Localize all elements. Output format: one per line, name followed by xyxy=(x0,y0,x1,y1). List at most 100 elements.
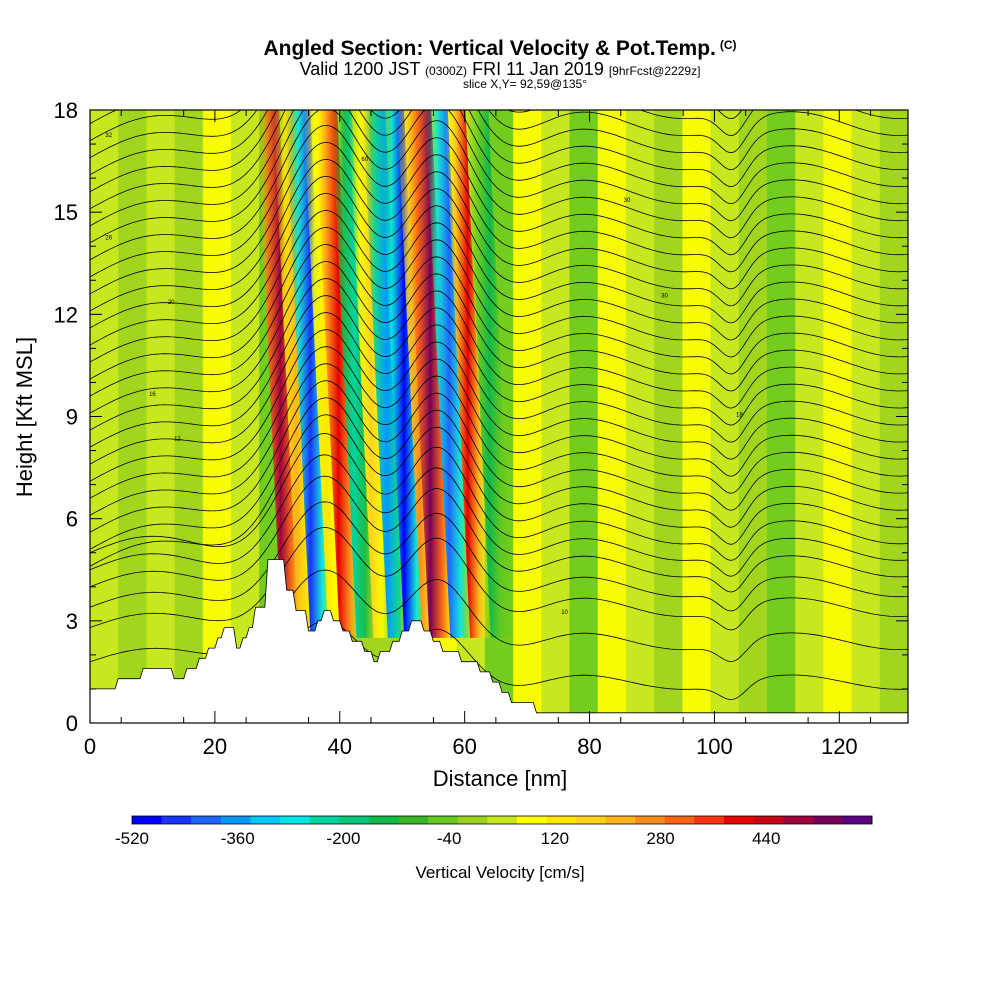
field-stripe xyxy=(654,110,683,723)
isentrope-label: 20 xyxy=(168,300,175,306)
isentrope-line xyxy=(90,501,908,612)
field-stripe xyxy=(146,110,176,723)
colorbar-tick-label: -200 xyxy=(326,829,360,848)
isentrope-line xyxy=(90,454,908,577)
x-tick-label: 80 xyxy=(577,734,601,759)
isentrope-line xyxy=(90,110,908,210)
isentrope-line xyxy=(90,110,908,244)
velocity-band xyxy=(445,110,491,638)
forecast-info: [9hrFcst@2229z] xyxy=(608,64,701,78)
isentrope-line xyxy=(90,244,908,397)
colorbar-swatch xyxy=(457,816,488,824)
colorbar-swatch xyxy=(783,816,814,824)
isentrope-label: 18 xyxy=(736,413,743,419)
colorbar-swatch xyxy=(605,816,636,824)
isentrope-line xyxy=(90,110,908,261)
colorbar-swatch xyxy=(309,816,340,824)
colorbar-swatch xyxy=(398,816,429,824)
plot-area: 32 26 20 16 12 60 30 30 18 10 xyxy=(90,110,908,723)
isentrope-line xyxy=(90,110,743,141)
field-stripe xyxy=(174,110,204,723)
isentrope-label: 12 xyxy=(174,436,181,442)
y-tick-label: 9 xyxy=(66,405,78,430)
y-tick-label: 6 xyxy=(66,507,78,532)
field-stripe xyxy=(710,110,740,723)
isentrope-line xyxy=(90,433,908,561)
y-tick-label: 0 xyxy=(66,711,78,736)
isentrope-label: 30 xyxy=(661,293,668,299)
colorbar-swatch xyxy=(724,816,754,824)
isentrope-line xyxy=(90,380,908,533)
field-stripe xyxy=(118,110,147,723)
colorbar-swatch xyxy=(428,816,458,824)
colorbar-swatch xyxy=(339,816,370,824)
colorbar-tick-label: -520 xyxy=(115,829,149,848)
x-axis-label: Distance [nm] xyxy=(432,766,568,791)
x-tick-label: 20 xyxy=(203,734,227,759)
field-stripe xyxy=(597,110,627,723)
field-stripe xyxy=(795,110,824,723)
isentrope-label: 30 xyxy=(624,198,631,204)
field-stripe xyxy=(682,110,712,723)
field-stripe xyxy=(766,110,796,723)
colorbar-title: Vertical Velocity [cm/s] xyxy=(415,863,585,882)
colorbar-frame xyxy=(131,815,873,825)
isentrope-label: 32 xyxy=(105,133,112,139)
x-tick-label: 120 xyxy=(821,734,858,759)
y-tick-label: 12 xyxy=(54,302,78,327)
isentrope-label: 26 xyxy=(105,235,112,241)
isentrope-line xyxy=(90,110,908,193)
field-stripe xyxy=(541,110,571,723)
valid-date: FRI 11 Jan 2019 xyxy=(472,59,604,79)
y-tick-label: 15 xyxy=(54,200,78,225)
field-stripe xyxy=(823,110,853,723)
field-stripe xyxy=(513,110,542,723)
isentrope-line xyxy=(90,278,908,431)
colorbar-tick-label: 280 xyxy=(646,829,674,848)
colorbar-tick-label: -40 xyxy=(437,829,462,848)
isentrope-label: 16 xyxy=(149,392,156,398)
colorbar-swatch xyxy=(250,816,281,824)
y-axis-label: Height [Kft MSL] xyxy=(12,336,37,498)
colorbar-swatch xyxy=(635,816,666,824)
colorbar-tick-label: 440 xyxy=(752,829,780,848)
terrain xyxy=(90,559,908,723)
colorbar-swatch xyxy=(812,816,843,824)
isentrope-line xyxy=(90,414,908,567)
isentrope-line xyxy=(90,475,908,593)
field-stripe xyxy=(569,110,599,723)
x-tick-label: 0 xyxy=(84,734,96,759)
isentrope-line xyxy=(90,329,908,482)
isentrope-line xyxy=(90,110,118,124)
isentrope-line xyxy=(90,346,908,499)
colorbar-swatch xyxy=(576,816,606,824)
colorbar-swatch xyxy=(368,816,399,824)
colorbar-swatch xyxy=(132,816,162,824)
colorbar-swatch xyxy=(161,816,192,824)
colorbar-swatch xyxy=(191,816,222,824)
colorbar-swatch xyxy=(753,816,784,824)
chart-title-text: Angled Section: Vertical Velocity & Pot.… xyxy=(263,37,716,60)
isentrope-line xyxy=(90,210,908,363)
colorbar-tick-label: 120 xyxy=(541,829,569,848)
colorbar-swatch xyxy=(694,816,725,824)
colorbar-swatch xyxy=(516,816,547,824)
x-tick-label: 40 xyxy=(328,734,352,759)
isentrope-line xyxy=(90,141,908,295)
chart-title-tag: (C) xyxy=(719,38,737,52)
chart-subtitle: Valid 1200 JST (0300Z) FRI 11 Jan 2019 [… xyxy=(0,59,1000,80)
isentrope-line xyxy=(90,526,908,631)
valid-zulu: (0300Z) xyxy=(425,64,468,78)
velocity-band xyxy=(404,110,457,638)
colorbar-swatch xyxy=(220,816,251,824)
isentrope-line xyxy=(90,193,908,346)
x-tick-label: 60 xyxy=(452,734,476,759)
isentrope-line xyxy=(90,295,908,448)
colorbar-swatch xyxy=(280,816,310,824)
chart-title: Angled Section: Vertical Velocity & Pot.… xyxy=(0,37,1000,61)
isentrope-line xyxy=(90,312,908,465)
y-tick-label: 18 xyxy=(54,98,78,123)
isentrope-label: 10 xyxy=(561,610,568,616)
velocity-band xyxy=(465,110,514,638)
